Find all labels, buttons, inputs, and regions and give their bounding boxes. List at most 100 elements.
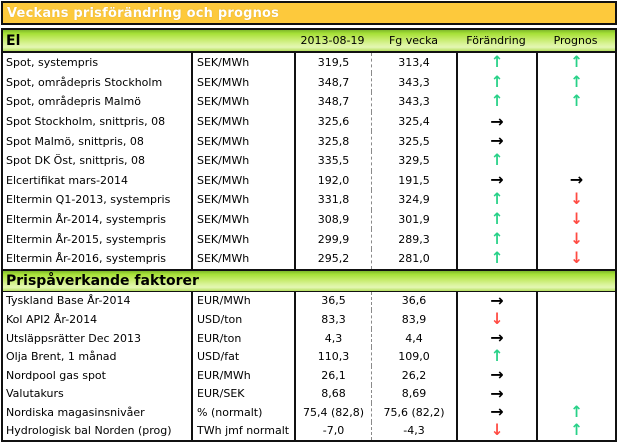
forecast-cell: ↑	[536, 92, 615, 112]
change-cell: ↑	[456, 347, 536, 366]
value-previous-text: 343,3	[398, 95, 430, 109]
value-previous-text: 313,4	[398, 56, 430, 70]
row-unit: EUR/ton	[191, 328, 294, 348]
right-arrow-icon: →	[490, 111, 504, 131]
value-previous: 75,6 (82,2)	[371, 403, 456, 422]
row-unit-text: SEK/MWh	[197, 213, 250, 227]
value-previous: 325,4	[371, 111, 456, 132]
right-arrow-icon: →	[490, 402, 504, 422]
down-arrow-icon: ↓	[570, 229, 583, 249]
value-current: 75,4 (82,8)	[294, 403, 371, 422]
row-unit: SEK/MWh	[191, 72, 294, 93]
value-current: 8,68	[294, 384, 371, 404]
row-unit-text: SEK/MWh	[197, 95, 250, 109]
value-current: 36,5	[294, 291, 371, 311]
value-current-text: -7,0	[322, 424, 345, 438]
forecast-cell: ↓	[536, 190, 615, 210]
row-unit: SEK/MWh	[191, 209, 294, 230]
row-label-text: Spot, områdepris Stockholm	[6, 75, 163, 89]
value-current: 192,0	[294, 170, 371, 191]
change-cell: ↑	[456, 209, 536, 230]
table-row: Tyskland Base År-2014 EUR/MWh 36,5 36,6 →	[3, 290, 615, 311]
row-label: Eltermin Q1-2013, systempris	[3, 190, 191, 210]
right-arrow-icon: →	[490, 131, 504, 151]
row-unit: EUR/SEK	[191, 384, 294, 404]
row-label: Spot, områdepris Malmö	[3, 92, 191, 112]
value-previous-text: 8,69	[401, 387, 427, 401]
value-current-text: 325,6	[317, 115, 350, 129]
value-previous-text: 343,3	[398, 75, 430, 89]
value-previous-text: 191,5	[398, 173, 430, 187]
row-label-text: Olja Brent, 1 månad	[6, 350, 117, 364]
value-current: 348,7	[294, 72, 371, 93]
table-row: Spot, områdepris Malmö SEK/MWh 348,7 343,3 ↑…	[3, 92, 615, 112]
table-row: Hydrologisk bal Norden (prog) TWh jmf nor…	[3, 421, 615, 441]
up-arrow-icon: ↑	[490, 72, 504, 92]
row-unit-text: SEK/MWh	[197, 134, 250, 148]
row-label: Nordiska magasinsnivåer	[3, 403, 191, 422]
col-header-forecast: Prognos	[553, 34, 598, 47]
value-previous-text: 325,5	[398, 134, 430, 148]
row-label: Tyskland Base År-2014	[3, 292, 191, 311]
row-label: Olja Brent, 1 månad	[3, 347, 191, 366]
right-arrow-icon: →	[569, 170, 584, 190]
row-unit-text: % (normalt)	[197, 405, 263, 419]
table-row: Elcertifikat mars-2014 SEK/MWh 192,0 191,5 →…	[3, 170, 615, 191]
row-label-text: Utsläppsrätter Dec 2013	[6, 331, 142, 345]
value-previous-text: 36,6	[401, 294, 427, 308]
row-label: Spot, systempris	[3, 53, 191, 73]
change-cell: ↑	[456, 72, 536, 93]
right-arrow-icon: →	[490, 328, 504, 348]
row-unit-text: SEK/MWh	[197, 75, 250, 89]
row-label-text: Spot Stockholm, snittpris, 08	[6, 115, 166, 129]
value-previous: 36,6	[371, 291, 456, 311]
forecast-cell: ↑	[536, 421, 615, 441]
value-previous-text: 325,4	[398, 115, 430, 129]
value-previous: 324,9	[371, 190, 456, 210]
row-label-text: Valutakurs	[6, 387, 64, 401]
value-previous: -4,3	[371, 421, 456, 441]
row-label: Utsläppsrätter Dec 2013	[3, 329, 191, 348]
value-current-text: 348,7	[317, 95, 350, 109]
value-current-text: 75,4 (82,8)	[302, 405, 365, 419]
value-current-text: 325,8	[317, 134, 350, 148]
value-previous-text: 109,0	[398, 350, 430, 364]
row-label: Eltermin År-2016, systempris	[3, 249, 191, 269]
value-previous: 343,3	[371, 92, 456, 112]
table-row: Olja Brent, 1 månad USD/fat 110,3 109,0 ↑	[3, 347, 615, 366]
row-label-text: Eltermin År-2014, systempris	[6, 213, 167, 227]
value-previous-text: 289,3	[398, 232, 430, 246]
row-unit: SEK/MWh	[191, 92, 294, 112]
value-previous-text: 281,0	[398, 252, 430, 266]
value-current: -7,0	[294, 421, 371, 441]
value-current: 299,9	[294, 229, 371, 249]
row-unit: SEK/MWh	[191, 150, 294, 171]
row-unit-text: SEK/MWh	[197, 252, 250, 266]
row-label-text: Spot DK Öst, snittpris, 08	[6, 154, 146, 168]
value-previous: 281,0	[371, 248, 456, 269]
row-unit-text: USD/ton	[197, 312, 243, 326]
value-current-text: 192,0	[317, 173, 350, 187]
value-previous-text: -4,3	[403, 424, 425, 438]
down-arrow-icon: ↓	[570, 209, 583, 229]
value-previous: 8,69	[371, 384, 456, 404]
table-row: Utsläppsrätter Dec 2013 EUR/ton 4,3 4,4 →	[3, 328, 615, 348]
table-row: Eltermin Q1-2013, systempris SEK/MWh 331,8…	[3, 190, 615, 210]
change-cell: ↑	[456, 53, 536, 73]
forecast-cell	[536, 310, 615, 329]
value-previous-text: 75,6 (82,2)	[383, 405, 445, 419]
row-unit: USD/fat	[191, 347, 294, 366]
row-label-text: Tyskland Base År-2014	[6, 294, 131, 308]
value-current-text: 331,8	[317, 193, 350, 207]
forecast-cell: ↑	[536, 72, 615, 93]
row-label-text: Nordpool gas spot	[6, 368, 106, 382]
row-unit: TWh jmf normalt	[191, 421, 294, 441]
value-current: 335,5	[294, 150, 371, 171]
section-faktorer-rows: Tyskland Base År-2014 EUR/MWh 36,5 36,6 → Kol…	[3, 290, 615, 441]
page-title: Veckans prisförändring och prognos	[7, 5, 280, 21]
right-arrow-icon: →	[490, 290, 504, 310]
forecast-cell: ↓	[536, 248, 615, 269]
value-previous-text: 4,4	[405, 331, 423, 345]
change-cell: ↓	[456, 421, 536, 441]
